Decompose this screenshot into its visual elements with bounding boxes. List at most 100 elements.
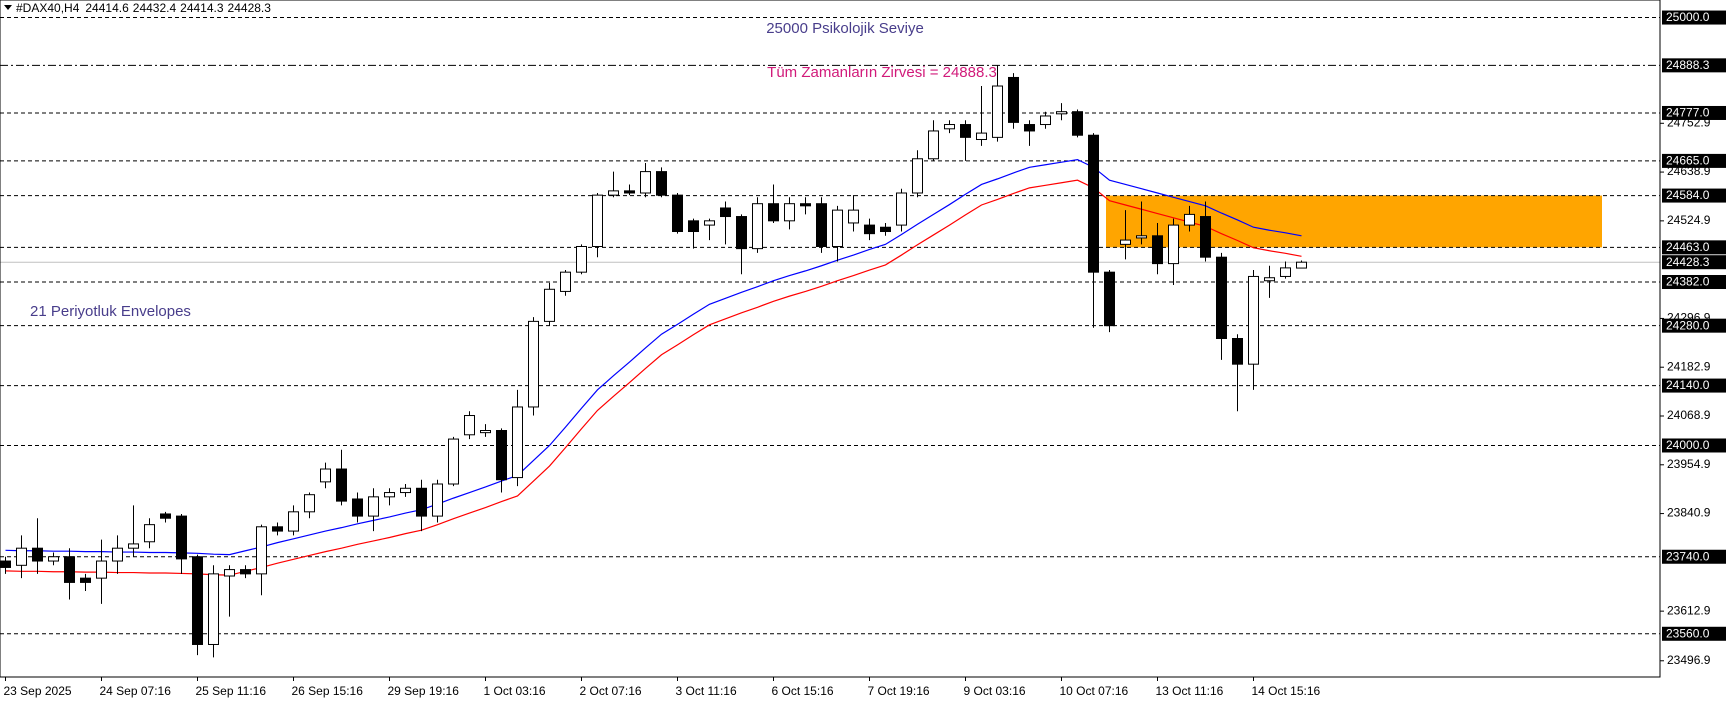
candle-body: [0, 560, 11, 568]
candle-body: [704, 220, 715, 226]
current-price-box: [1662, 255, 1726, 270]
candle-body: [1120, 239, 1131, 245]
candle-body: [96, 560, 107, 579]
level-label: 24382.0: [1666, 275, 1710, 289]
candle-body: [368, 496, 379, 517]
level-box: [1662, 626, 1726, 641]
level-box: [1662, 549, 1726, 564]
candle-body: [448, 438, 459, 485]
y-tick-label: 23954.9: [1667, 457, 1711, 471]
candle-body: [240, 569, 251, 575]
level-label: 23740.0: [1666, 549, 1710, 563]
header-close: 24428.3: [228, 1, 272, 15]
level-box: [1662, 438, 1726, 453]
level-label: 24888.3: [1666, 58, 1710, 72]
candle-body: [1024, 124, 1035, 132]
header-text: #DAX40,H4 24414.6 24432.4 24414.3 24428.3: [16, 1, 271, 15]
candle-body: [1264, 277, 1275, 282]
x-tick-label: 10 Oct 07:16: [1060, 684, 1129, 698]
candle-body: [752, 203, 763, 250]
x-tick-label: 9 Oct 03:16: [964, 684, 1026, 698]
x-tick-label: 2 Oct 07:16: [580, 684, 642, 698]
candle-body: [1216, 256, 1227, 339]
level-label: 24000.0: [1666, 438, 1710, 452]
candle-body: [1008, 76, 1019, 123]
candle-body: [160, 513, 171, 519]
candle-body: [304, 494, 315, 513]
candle-body: [384, 492, 395, 498]
candle-body: [1280, 267, 1291, 277]
candle-body: [928, 130, 939, 160]
candle-body: [1040, 115, 1051, 126]
candle-body: [656, 171, 667, 196]
candle-body: [992, 85, 1003, 138]
level-label: 24777.0: [1666, 106, 1710, 120]
candle-body: [544, 288, 555, 322]
candle-body: [1072, 111, 1083, 136]
candle-body: [480, 430, 491, 434]
candle-body: [224, 569, 235, 577]
candle-body: [880, 226, 891, 233]
candle-body: [272, 526, 283, 532]
plot-frame: [0, 0, 1661, 678]
level-label: 24140.0: [1666, 378, 1710, 392]
x-tick-label: 7 Oct 19:16: [868, 684, 930, 698]
label-layer: 24752.924638.924524.924296.924182.924068…: [4, 10, 1726, 698]
candle-body: [848, 209, 859, 224]
candle-body: [192, 556, 203, 645]
y-tick-label: 23840.9: [1667, 506, 1711, 520]
annotation-layer: 25000 Psikolojik Seviye Tüm Zamanların Zi…: [30, 20, 997, 320]
candle-body: [1136, 235, 1147, 239]
level-box: [1662, 378, 1726, 393]
candle-body: [320, 468, 331, 483]
candle-body: [800, 203, 811, 207]
x-tick-label: 29 Sep 19:16: [388, 684, 460, 698]
candle-body: [576, 245, 587, 273]
candle-body: [896, 192, 907, 226]
candle-body: [32, 547, 43, 562]
level-box: [1662, 275, 1726, 290]
level-label: 24463.0: [1666, 240, 1710, 254]
candle-body: [640, 171, 651, 194]
level-box: [1662, 10, 1726, 25]
candle-body: [1248, 275, 1259, 365]
envelope-lower: [5, 179, 1302, 576]
current-price-label: 24428.3: [1666, 255, 1710, 269]
candle-body: [400, 487, 411, 494]
level-box: [1662, 105, 1726, 120]
candle-body: [784, 203, 795, 222]
x-tick-label: 26 Sep 15:16: [292, 684, 364, 698]
annotation: 25000 Psikolojik Seviye: [766, 20, 924, 37]
candle-body: [1184, 213, 1195, 226]
candle-body: [832, 209, 843, 247]
candle-body: [336, 468, 347, 502]
header-low: 24414.3: [180, 1, 224, 15]
x-tick-label: 14 Oct 15:16: [1252, 684, 1321, 698]
candle-body: [352, 498, 363, 517]
candle-body: [64, 556, 75, 583]
candle-body: [112, 547, 123, 562]
y-tick-label: 23496.9: [1667, 653, 1711, 667]
candle-body: [1152, 235, 1163, 265]
level-label: 25000.0: [1666, 10, 1710, 24]
y-tick-label: 24182.9: [1667, 359, 1711, 373]
candle-body: [624, 190, 635, 194]
candle-body: [208, 573, 219, 645]
candle-body: [1200, 216, 1211, 258]
y-tick-label: 23612.9: [1667, 603, 1711, 617]
candle-body: [736, 216, 747, 250]
x-tick-label: 1 Oct 03:16: [484, 684, 546, 698]
candle-body: [1232, 338, 1243, 365]
header-open: 24414.6: [85, 1, 129, 15]
candle-body: [176, 515, 187, 560]
candle-body: [80, 577, 91, 583]
candle-body: [1056, 111, 1067, 115]
axis-layer: [0, 0, 1664, 681]
candle-body: [48, 556, 59, 562]
zone-layer: [1106, 195, 1602, 248]
supply-zone: [1106, 195, 1602, 248]
x-tick-label: 25 Sep 11:16: [196, 684, 267, 698]
candle-body: [976, 132, 987, 141]
